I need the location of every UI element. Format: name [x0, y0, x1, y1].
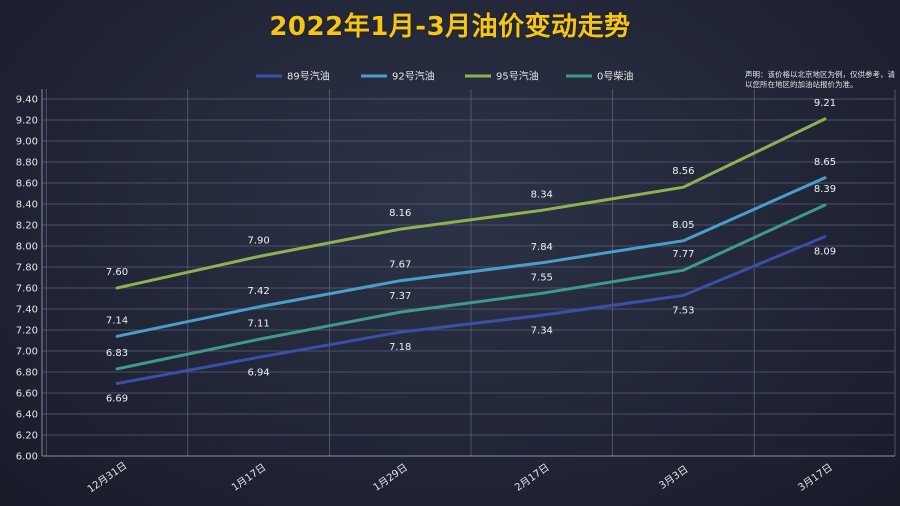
legend-label: 89号汽油 [287, 70, 330, 83]
data-label: 8.56 [672, 166, 694, 177]
y-tick-label: 8.00 [16, 242, 38, 253]
y-tick-label: 7.60 [16, 284, 38, 295]
disclaimer-note: 声明：该价格以北京地区为例，仅供参考，请以您所在地区的加油站报价为准。 [745, 70, 895, 89]
data-label: 7.55 [531, 272, 553, 283]
series-line [115, 235, 827, 385]
data-labels: 6.69 6.94 7.18 7.34 7.53 8.09 7.14 7.42 7.67 7.84… [106, 98, 836, 405]
data-label: 7.14 [106, 315, 128, 326]
y-tick-label: 6.20 [16, 431, 38, 442]
data-label: 7.53 [672, 305, 694, 316]
data-label: 8.34 [531, 189, 553, 200]
data-label: 7.60 [106, 267, 128, 278]
data-label: 7.42 [247, 286, 269, 297]
data-label: 6.69 [106, 394, 128, 405]
y-tick-label: 8.80 [16, 158, 38, 169]
chart-title: 2022年1月-3月油价变动走势 [269, 12, 631, 42]
data-label: 7.90 [247, 236, 269, 247]
y-tick-label: 8.20 [16, 221, 38, 232]
series-line [115, 176, 827, 338]
data-label: 8.16 [389, 208, 411, 219]
x-tick-label: 12月31日 [85, 460, 129, 496]
y-tick-label: 7.80 [16, 263, 38, 274]
legend-label: 95号汽油 [496, 70, 539, 83]
y-tick-label: 6.40 [16, 410, 38, 421]
y-tick-label: 9.00 [16, 137, 38, 148]
y-tick-label: 9.20 [16, 116, 38, 127]
y-tick-label: 7.20 [16, 326, 38, 337]
data-label: 7.11 [247, 318, 269, 329]
y-tick-label: 7.40 [16, 305, 38, 316]
data-label: 7.18 [389, 342, 411, 353]
series-line [115, 203, 827, 371]
x-tick-label: 1月29日 [371, 461, 410, 493]
legend: 89号汽油 92号汽油 95号汽油 0号柴油 [256, 70, 633, 83]
data-label: 7.77 [672, 249, 694, 260]
y-tick-label: 8.60 [16, 179, 38, 190]
x-tick-label: 2月17日 [513, 461, 552, 493]
y-tick-label: 6.00 [16, 452, 38, 463]
data-label: 6.83 [106, 348, 128, 359]
data-label: 7.67 [389, 260, 411, 271]
y-tick-label: 8.40 [16, 200, 38, 211]
legend-label: 92号汽油 [392, 70, 435, 83]
series-lines [115, 117, 827, 385]
y-tick-label: 6.60 [16, 389, 38, 400]
x-tick-label: 3月3日 [657, 463, 691, 492]
series-line [115, 117, 827, 290]
y-tick-label: 9.40 [16, 95, 38, 106]
data-label: 8.39 [814, 184, 836, 195]
data-label: 8.09 [814, 247, 836, 258]
data-label: 6.94 [247, 367, 269, 378]
x-tick-label: 3月17日 [796, 461, 835, 493]
data-label: 7.34 [531, 325, 553, 336]
data-label: 8.05 [672, 220, 694, 231]
data-label: 7.84 [531, 242, 553, 253]
data-label: 8.65 [814, 157, 836, 168]
data-label: 7.37 [389, 291, 411, 302]
legend-label: 0号柴油 [597, 70, 633, 83]
x-tick-label: 1月17日 [229, 461, 268, 493]
y-tick-label: 6.80 [16, 368, 38, 379]
data-label: 9.21 [814, 98, 836, 109]
y-tick-label: 7.00 [16, 347, 38, 358]
